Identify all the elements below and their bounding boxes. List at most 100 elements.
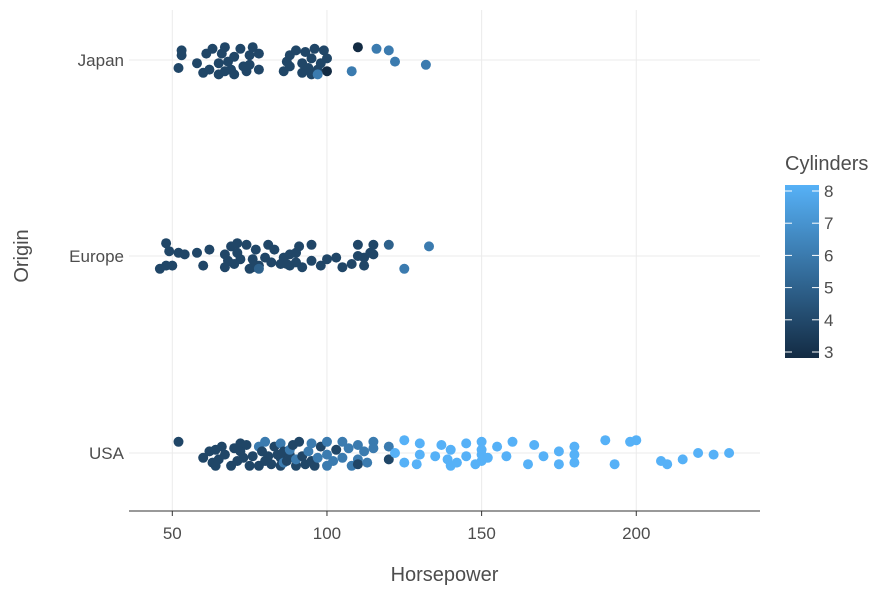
data-point xyxy=(346,259,357,269)
x-axis-title: Horsepower xyxy=(391,564,499,586)
data-point xyxy=(337,262,348,273)
data-point xyxy=(359,260,370,271)
data-point xyxy=(631,435,642,446)
data-point xyxy=(383,441,394,452)
data-point xyxy=(390,56,400,67)
legend-tick-label: 6 xyxy=(824,246,833,265)
data-point xyxy=(247,451,258,462)
data-point xyxy=(204,244,215,255)
data-point xyxy=(414,449,425,460)
data-point xyxy=(192,247,202,258)
data-point xyxy=(359,446,370,457)
data-point xyxy=(306,239,317,250)
y-tick-label: Europe xyxy=(69,247,124,266)
data-point xyxy=(322,53,332,64)
data-point xyxy=(253,48,264,59)
data-point xyxy=(414,438,425,449)
data-point xyxy=(306,255,317,266)
data-point xyxy=(312,69,323,80)
x-tick-label: 50 xyxy=(163,524,182,543)
data-point xyxy=(399,263,410,274)
data-point xyxy=(337,436,348,447)
data-point xyxy=(343,443,354,454)
data-point xyxy=(399,435,410,446)
data-point xyxy=(263,451,274,462)
data-point xyxy=(451,457,462,468)
data-point xyxy=(424,241,434,252)
data-point xyxy=(253,64,264,75)
data-point xyxy=(318,45,329,56)
data-point xyxy=(476,444,487,455)
data-point xyxy=(461,451,472,462)
data-point xyxy=(693,448,704,458)
data-point xyxy=(523,459,533,470)
data-point xyxy=(501,451,512,462)
data-point xyxy=(724,448,735,458)
y-axis-title: Origin xyxy=(11,229,33,282)
data-point xyxy=(232,238,243,249)
data-point xyxy=(306,438,317,449)
data-point xyxy=(198,452,209,463)
data-point xyxy=(176,45,187,56)
legend-tick-label: 3 xyxy=(824,343,833,362)
data-point xyxy=(331,252,342,263)
color-legend: Cylinders 3 4 5 6 7 8 xyxy=(785,153,868,362)
data-point xyxy=(167,260,178,271)
data-point xyxy=(352,459,363,470)
data-point xyxy=(430,451,441,462)
data-point xyxy=(337,452,348,463)
data-point xyxy=(507,436,518,447)
data-point xyxy=(284,61,295,72)
data-point xyxy=(164,246,175,257)
data-point xyxy=(275,438,286,449)
data-point xyxy=(294,436,305,447)
data-point xyxy=(306,53,317,64)
data-point xyxy=(461,438,472,449)
data-point xyxy=(219,449,230,460)
y-tick-label: USA xyxy=(89,444,125,463)
x-tick-label: 100 xyxy=(313,524,341,543)
data-point xyxy=(553,459,564,470)
data-point xyxy=(411,459,422,470)
data-point xyxy=(322,449,332,460)
data-point xyxy=(312,452,323,463)
data-point xyxy=(269,244,280,255)
data-point xyxy=(352,239,363,250)
data-point xyxy=(238,452,249,463)
data-point xyxy=(303,446,314,457)
data-point xyxy=(352,42,363,53)
legend-title: Cylinders xyxy=(785,153,868,175)
data-point xyxy=(241,440,252,450)
data-point xyxy=(216,441,227,452)
data-point xyxy=(708,449,719,460)
data-point xyxy=(569,449,580,460)
data-point xyxy=(247,254,258,265)
data-point xyxy=(204,64,215,75)
x-tick-label: 200 xyxy=(622,524,650,543)
y-axis-ticks: USA Europe Japan xyxy=(69,51,124,463)
data-point xyxy=(677,454,688,465)
legend-ticks: 3 4 5 6 7 8 xyxy=(785,182,833,362)
data-point xyxy=(235,254,246,265)
data-point xyxy=(192,58,202,69)
data-point xyxy=(322,254,332,265)
data-point xyxy=(244,59,255,70)
data-point xyxy=(213,58,224,69)
data-point xyxy=(420,59,431,70)
data-point xyxy=(399,457,410,468)
data-point xyxy=(229,51,240,62)
data-point xyxy=(244,460,255,471)
data-point xyxy=(328,456,339,466)
data-point xyxy=(250,244,261,255)
data-point xyxy=(309,43,320,54)
data-point xyxy=(445,444,456,455)
data-point xyxy=(297,262,308,273)
data-point xyxy=(569,457,580,468)
x-tick-label: 150 xyxy=(467,524,495,543)
data-point xyxy=(390,448,400,458)
data-point xyxy=(260,436,271,447)
data-point xyxy=(600,435,611,446)
plot-panel: 50 100 150 200 USA Europe Japan Horsepower Or… xyxy=(11,10,760,586)
data-point xyxy=(235,43,246,54)
data-point xyxy=(179,249,190,260)
